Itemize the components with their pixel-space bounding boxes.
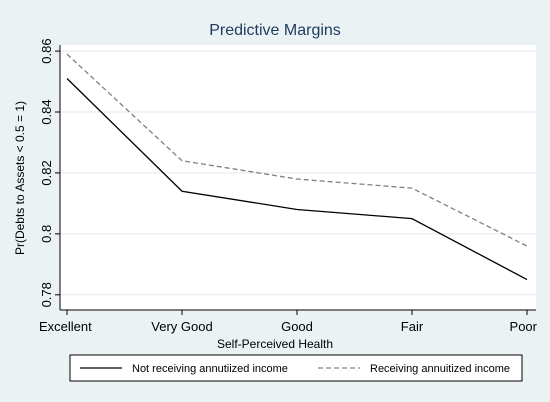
y-tick-label: 0.8 xyxy=(39,225,54,243)
grid-lines xyxy=(60,50,536,296)
chart-title: Predictive Margins xyxy=(209,22,341,39)
x-tick-label: Poor xyxy=(510,319,538,334)
x-tick-label: Good xyxy=(281,319,313,334)
series-line-receiving xyxy=(66,53,528,247)
plot-area xyxy=(60,45,536,310)
x-tick-label: Excellent xyxy=(39,319,92,334)
x-tick-label: Very Good xyxy=(151,319,212,334)
series-line-not-receiving xyxy=(66,78,528,281)
tick-labels: 0.78 0.8 0.82 0.84 0.86 Excellent Very Good Goo… xyxy=(39,38,538,334)
x-tick-label: Fair xyxy=(401,319,424,334)
legend-box xyxy=(69,354,523,382)
legend-label-receiving: Receiving annuitized income xyxy=(370,363,510,375)
y-tick-label: 0.86 xyxy=(39,38,54,63)
y-tick-label: 0.78 xyxy=(39,282,54,307)
y-axis-label: Pr(Debts to Assets < 0.5 = 1) xyxy=(13,101,27,255)
series-lines xyxy=(66,53,528,281)
y-tick-label: 0.84 xyxy=(39,99,54,124)
legend: Not receiving annutiized income Receivin… xyxy=(69,354,523,382)
legend-label-not-receiving: Not receiving annutiized income xyxy=(132,363,288,375)
axes xyxy=(55,45,536,315)
y-tick-label: 0.82 xyxy=(39,160,54,185)
x-axis-label: Self-Perceived Health xyxy=(217,337,333,351)
